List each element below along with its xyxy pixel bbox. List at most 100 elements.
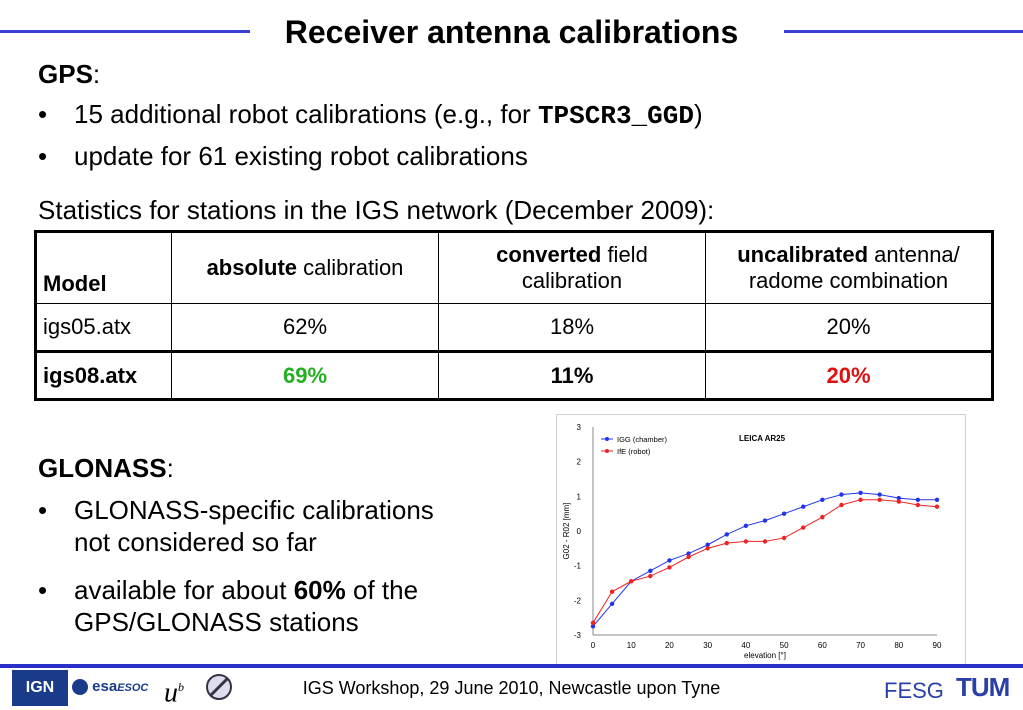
- institute-icon: [206, 674, 232, 700]
- data-point-0: [858, 490, 863, 496]
- legend-label-1: IfE (robot): [617, 447, 651, 456]
- data-point-0: [648, 568, 653, 574]
- glonass-bullet-1-text: GLONASS-specific calibrations not conside…: [74, 495, 434, 557]
- table-row: igs08.atx 69% 11% 20%: [35, 351, 993, 400]
- data-point-0: [590, 624, 596, 629]
- data-point-0: [801, 504, 806, 509]
- legend-marker-0: [605, 437, 609, 441]
- x-tick-label: 80: [894, 641, 903, 650]
- y-tick-label: 2: [577, 458, 582, 467]
- x-tick-label: 10: [627, 641, 636, 650]
- slide-title: Receiver antenna calibrations: [0, 12, 1023, 52]
- data-point-0: [781, 511, 787, 516]
- row-converted: 11%: [438, 351, 706, 400]
- esa-logo: esaESOC: [72, 670, 156, 704]
- glonass-heading: GLONASS:: [38, 453, 174, 483]
- table-header-row: Model absolute calibration converted fie…: [35, 231, 993, 304]
- tum-logo: TUM: [956, 672, 1010, 702]
- bullet-marker: •: [38, 495, 48, 525]
- bullet-marker: •: [38, 99, 48, 129]
- y-tick-label: -3: [574, 631, 582, 640]
- fesg-label: FESG: [884, 678, 944, 703]
- data-point-0: [686, 551, 691, 556]
- data-point-0: [724, 532, 729, 537]
- data-point-1: [629, 579, 634, 584]
- data-point-1: [877, 497, 882, 502]
- data-point-0: [762, 518, 768, 523]
- data-point-1: [820, 514, 825, 520]
- footer-text: IGS Workshop, 29 June 2010, Newcastle up…: [302, 678, 721, 698]
- table-row: igs05.atx 62% 18% 20%: [35, 303, 993, 352]
- data-point-0: [609, 601, 615, 606]
- footer-rule: [0, 664, 1023, 668]
- calibration-chart: -3 -2 -1 0 1 2 3 0 10 20 30 40 50 60 70 80 90 elevation […: [556, 414, 966, 668]
- glonass-bullet-1: •: [38, 494, 47, 526]
- statistics-table: Model absolute calibration converted fie…: [34, 230, 994, 401]
- y-tick-label: -2: [574, 596, 582, 605]
- glonass-bullet-2-text: available for about 60% of the GPS/GLONAS…: [74, 575, 419, 637]
- data-point-0: [820, 497, 825, 502]
- data-point-0: [915, 497, 921, 502]
- gps-bullet-1: •: [38, 98, 47, 130]
- row-converted: 18%: [438, 303, 706, 352]
- legend-label-0: IGG (chamber): [617, 435, 668, 444]
- gps-bullet-1-text: 15 additional robot calibrations (e.g., …: [74, 99, 703, 131]
- header-model: Model: [35, 231, 172, 304]
- data-point-1: [590, 620, 596, 626]
- data-point-0: [667, 558, 672, 563]
- x-tick-label: 40: [741, 641, 750, 650]
- stats-intro: Statistics for stations in the IGS netwo…: [38, 195, 715, 225]
- antenna-code: TPSCR3_GGD: [537, 101, 694, 131]
- row-model: igs05.atx: [35, 303, 172, 352]
- y-axis-label: G02 - R02 [mm]: [562, 503, 571, 560]
- data-point-0: [896, 495, 901, 501]
- gps-bullet-2: •: [38, 140, 47, 172]
- legend-marker-1: [605, 449, 609, 453]
- data-point-0: [705, 542, 710, 548]
- y-tick-label: 1: [577, 492, 582, 501]
- institute-logo: [204, 670, 234, 704]
- x-tick-label: 30: [703, 641, 712, 650]
- unibern-logo: ub: [164, 677, 184, 709]
- header-uncalibrated: uncalibrated antenna/radome combination: [705, 231, 993, 304]
- y-tick-label: -1: [574, 562, 582, 571]
- data-point-1: [762, 539, 768, 544]
- data-point-0: [877, 492, 882, 497]
- glonass-bullet-2: •: [38, 574, 47, 606]
- header-absolute: absolute calibration: [171, 231, 439, 304]
- data-point-1: [686, 554, 691, 560]
- data-point-1: [781, 535, 787, 541]
- data-point-1: [724, 540, 729, 546]
- x-tick-label: 20: [665, 641, 674, 650]
- x-tick-label: 0: [591, 641, 596, 650]
- bullet-marker: •: [38, 141, 48, 171]
- gps-heading: GPS:: [38, 59, 101, 89]
- bullet-marker: •: [38, 575, 48, 605]
- title-rule-left: [0, 30, 250, 33]
- chart-title: LEICA AR25: [739, 434, 786, 443]
- y-tick-label: 0: [577, 527, 582, 536]
- data-point-0: [743, 523, 749, 528]
- data-point-1: [915, 502, 921, 508]
- x-tick-label: 50: [780, 641, 789, 650]
- row-uncalibrated: 20%: [705, 351, 993, 400]
- x-tick-label: 70: [856, 641, 865, 650]
- title-rule-right: [784, 30, 1023, 33]
- data-point-1: [648, 573, 653, 579]
- x-axis-label: elevation [°]: [744, 651, 786, 660]
- ign-logo: IGN: [12, 670, 68, 706]
- x-tick-label: 90: [933, 641, 942, 650]
- row-model: igs08.atx: [35, 351, 172, 400]
- data-point-1: [839, 502, 844, 508]
- data-point-1: [858, 497, 863, 502]
- data-point-1: [896, 499, 901, 504]
- row-absolute: 62%: [171, 303, 439, 352]
- row-uncalibrated: 20%: [705, 303, 993, 352]
- series-line-1: [592, 499, 938, 624]
- data-point-1: [705, 546, 710, 551]
- data-point-1: [667, 565, 672, 570]
- data-point-1: [801, 525, 806, 530]
- row-absolute: 69%: [171, 351, 439, 400]
- x-tick-label: 60: [818, 641, 827, 650]
